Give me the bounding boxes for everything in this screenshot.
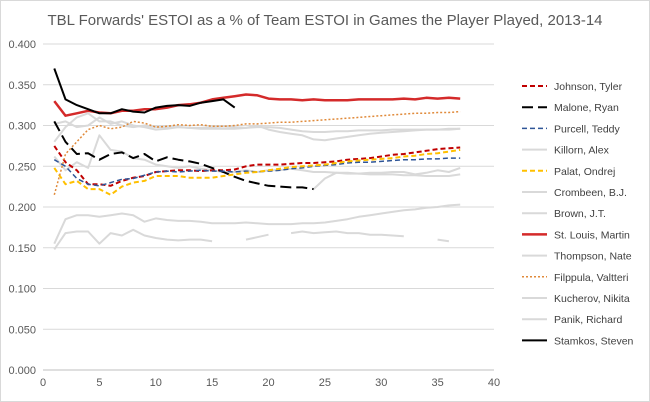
- series-lines: [53, 68, 461, 250]
- x-tick-label: 20: [262, 377, 274, 389]
- series-line-kucherov-nikita: [312, 166, 461, 190]
- legend: Johnson, Tyler Malone, Ryan Purcell, Teddy…: [522, 81, 634, 347]
- x-tick-label: 10: [150, 377, 162, 389]
- series-line-malone-ryan: [53, 120, 314, 191]
- legend-label-st-louis-martin: St. Louis, Martin: [554, 229, 630, 241]
- y-tick-label: 0.350: [8, 80, 36, 92]
- legend-label-killorn-alex: Killorn, Alex: [554, 145, 610, 157]
- x-tick-label: 15: [206, 377, 218, 389]
- series-line-crombeen-b-j: [53, 228, 450, 250]
- legend-label-brown-j-t: Brown, J.T.: [554, 208, 606, 220]
- series-line-killorn-alex: [54, 116, 461, 133]
- legend-label-purcell-teddy: Purcell, Teddy: [554, 123, 621, 135]
- y-tick-label: 0.400: [8, 39, 36, 51]
- axis-ticks: 0.000 0.050 0.100 0.150 0.200 0.250 0.300 0.350…: [8, 39, 500, 389]
- legend-label-stamkos-steven: Stamkos, Steven: [554, 335, 634, 347]
- legend-label-johnson-tyler: Johnson, Tyler: [554, 81, 623, 93]
- gridlines: [43, 43, 494, 371]
- series-line-palat-ondrej: [53, 148, 461, 196]
- x-tick-label: 0: [40, 377, 46, 389]
- x-tick-label: 25: [319, 377, 331, 389]
- series-line-stamkos-steven: [53, 68, 236, 115]
- series-line-st-louis-martin: [53, 93, 461, 117]
- y-tick-label: 0.300: [8, 121, 36, 133]
- legend-label-crombeen-b-j: Crombeen, B.J.: [554, 187, 627, 199]
- series-line-filppula-valtteri: [53, 110, 461, 195]
- legend-label-panik-richard: Panik, Richard: [554, 314, 622, 326]
- legend-label-filppula-valtteri: Filppula, Valtteri: [554, 272, 629, 284]
- y-tick-label: 0.150: [8, 243, 36, 255]
- y-tick-label: 0.200: [8, 202, 36, 214]
- legend-label-kucherov-nikita: Kucherov, Nikita: [554, 293, 630, 305]
- x-tick-label: 30: [375, 377, 387, 389]
- y-tick-label: 0.250: [8, 161, 36, 173]
- x-tick-label: 40: [488, 377, 500, 389]
- y-tick-label: 0.050: [8, 324, 36, 336]
- y-tick-label: 0.000: [8, 365, 36, 377]
- y-tick-label: 0.100: [8, 284, 36, 296]
- series-line-brown-j-t: [53, 203, 461, 245]
- chart-title: TBL Forwards' ESTOI as a % of Team ESTOI…: [47, 12, 602, 29]
- x-tick-label: 5: [96, 377, 102, 389]
- series-line-panik-richard: [53, 112, 461, 143]
- x-tick-label: 35: [432, 377, 444, 389]
- legend-label-thompson-nate: Thompson, Nate: [554, 251, 632, 263]
- legend-label-malone-ryan: Malone, Ryan: [554, 102, 619, 114]
- legend-label-palat-ondrej: Palat, Ondrej: [554, 166, 615, 178]
